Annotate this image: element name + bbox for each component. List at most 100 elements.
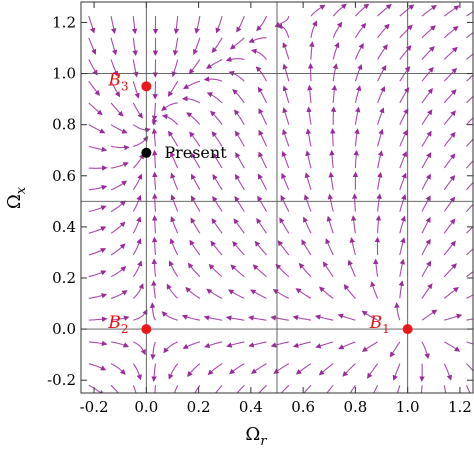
y-tick-label: 0.2 [52, 269, 76, 287]
stream-line [354, 3, 370, 17]
stream-line [182, 341, 201, 349]
stream-line [132, 363, 142, 381]
stream-line [399, 215, 406, 234]
stream-line [111, 162, 129, 169]
y-tick-label: 1.2 [52, 13, 76, 31]
stream-line [209, 110, 223, 126]
stream-line [258, 108, 268, 125]
stream-line [277, 240, 290, 256]
stream-line [88, 316, 108, 322]
x-tick-label: 0.0 [134, 398, 158, 416]
stream-line [421, 66, 434, 82]
x-ticks: -0.2 0.0 0.2 0.4 0.6 0.8 1.0 1.2 [80, 2, 472, 416]
stream-line [330, 128, 336, 147]
y-axis-title-sub: x [14, 186, 29, 194]
y-axis-title: Ωx [4, 186, 29, 209]
stream-line [88, 15, 96, 34]
stream-line [272, 289, 290, 299]
stream-lines [88, 3, 473, 393]
stream-line [88, 226, 107, 234]
stream-line [361, 341, 378, 352]
stream-line [292, 315, 312, 321]
x-tick-label: 1.2 [448, 398, 472, 416]
stream-line [168, 260, 179, 278]
stream-line [308, 41, 315, 60]
stream-line [466, 271, 473, 278]
stream-line [330, 106, 337, 125]
stream-line [282, 42, 290, 60]
stream-line [443, 131, 456, 147]
stream-line [110, 200, 126, 213]
stream-line [234, 109, 245, 125]
stream-line [376, 193, 382, 212]
stream-line [443, 26, 459, 39]
stream-line [377, 23, 390, 39]
stream-line [304, 194, 312, 212]
stream-line [151, 102, 158, 122]
stream-line [373, 258, 379, 277]
stream-line [394, 302, 401, 321]
stream-line [169, 238, 179, 256]
stream-line [205, 59, 223, 69]
stream-line [110, 124, 128, 134]
stream-line [248, 341, 267, 348]
stream-line [281, 172, 290, 191]
stream-line [234, 173, 245, 191]
stream-line [443, 287, 459, 299]
stream-line [392, 363, 401, 381]
stream-line [366, 363, 379, 379]
stream-line [310, 4, 326, 17]
stream-line [466, 138, 473, 147]
stream-line [234, 195, 245, 212]
stream-line [466, 32, 473, 39]
stream-line [307, 84, 313, 103]
stream-line [161, 102, 178, 112]
x-tick-label: 0.6 [291, 398, 315, 416]
stream-line [421, 341, 430, 360]
stream-line [88, 102, 103, 116]
stream-line [110, 80, 121, 98]
stream-line [350, 215, 357, 234]
stream-line [332, 42, 340, 60]
stream-line [349, 237, 356, 256]
stream-line [190, 152, 201, 169]
stream-line [305, 150, 312, 169]
stream-line [399, 258, 405, 277]
stream-line [133, 309, 148, 321]
stream-line [173, 16, 180, 35]
stream-line [258, 129, 268, 147]
stream-line [132, 216, 142, 234]
stream-line [444, 313, 463, 321]
stream-line [190, 195, 201, 212]
stream-line [88, 340, 108, 346]
x-axis-title-sub: r [260, 434, 267, 449]
stream-line [152, 171, 158, 190]
stream-line [208, 263, 223, 278]
x-tick-label: 0.8 [343, 398, 367, 416]
stream-line [211, 131, 223, 147]
stream-line [88, 248, 107, 256]
stream-line [318, 286, 334, 299]
stream-line [399, 108, 409, 125]
stream-line [443, 196, 456, 212]
stream-line [443, 218, 456, 234]
stream-line [443, 110, 457, 126]
stream-line [421, 195, 431, 212]
stream-line [270, 315, 289, 321]
stream-line [248, 315, 267, 321]
stream-line [421, 25, 436, 39]
stream-line [235, 152, 245, 169]
stream-line [88, 124, 106, 134]
stream-line [170, 194, 179, 212]
stream-line [193, 37, 201, 56]
stream-line [133, 124, 151, 133]
stream-line [354, 22, 367, 39]
stream-line [443, 240, 456, 256]
stream-line [172, 37, 179, 56]
stream-line [342, 363, 356, 377]
stream-line [466, 341, 473, 345]
stream-line [88, 205, 107, 213]
stream-line [255, 66, 267, 82]
stream-line [110, 16, 117, 34]
stream-line [132, 385, 137, 393]
